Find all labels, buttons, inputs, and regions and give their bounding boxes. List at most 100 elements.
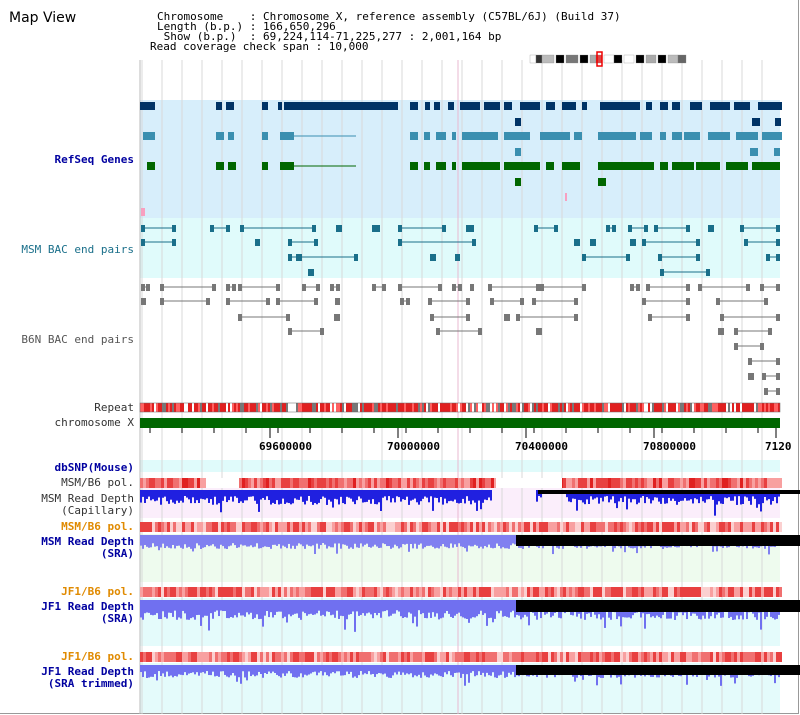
track-label-msm-depth-sra[interactable]: MSM Read Depth bbox=[41, 535, 134, 548]
track-label-dbsnp[interactable]: dbSNP(Mouse) bbox=[54, 461, 134, 474]
repeat-mark bbox=[736, 403, 738, 412]
depth-bar bbox=[328, 665, 330, 677]
pol-mark bbox=[434, 587, 437, 597]
pol-mark bbox=[575, 587, 578, 597]
pol-mark bbox=[389, 587, 392, 597]
pol-mark bbox=[302, 587, 305, 597]
pol-mark bbox=[329, 522, 332, 532]
depth-bar bbox=[428, 665, 430, 678]
track-label-msm-bac[interactable]: MSM BAC end pairs bbox=[21, 243, 134, 256]
track-label-b6n-bac[interactable]: B6N BAC end pairs bbox=[21, 333, 134, 346]
repeat-mark bbox=[662, 403, 664, 412]
axis-tick-label: 70400000 bbox=[515, 440, 568, 453]
depth-bar bbox=[702, 490, 704, 502]
msm-bac-pair-end bbox=[456, 254, 460, 261]
pol-mark bbox=[719, 478, 722, 488]
pol-mark bbox=[596, 587, 599, 597]
pol-mark bbox=[212, 587, 215, 597]
pol-mark bbox=[590, 522, 593, 532]
pol-mark bbox=[473, 652, 476, 662]
pol-mark bbox=[605, 478, 608, 488]
track-label-jf1-depth-trimmed[interactable]: JF1 Read Depth bbox=[41, 665, 134, 678]
b6n-bac-pair-end bbox=[160, 298, 164, 305]
depth-bar bbox=[154, 535, 156, 547]
depth-bar bbox=[264, 600, 266, 616]
depth-bar bbox=[180, 535, 182, 548]
depth-bar bbox=[586, 490, 588, 500]
pol-mark bbox=[602, 652, 605, 662]
pol-mark bbox=[779, 522, 782, 532]
repeat-mark bbox=[506, 403, 508, 412]
track-label-refseq[interactable]: RefSeq Genes bbox=[54, 153, 134, 166]
depth-bar bbox=[272, 600, 274, 618]
depth-bar bbox=[458, 535, 460, 544]
pol-mark bbox=[554, 652, 557, 662]
gene-block bbox=[284, 102, 398, 110]
depth-bar bbox=[218, 490, 220, 504]
pol-mark bbox=[146, 522, 149, 532]
depth-bar bbox=[246, 490, 248, 501]
msm-bac-pair-end bbox=[314, 239, 318, 246]
track-label-jf1-b6-pol-2[interactable]: JF1/B6 pol. bbox=[61, 650, 134, 663]
repeat-mark bbox=[274, 403, 276, 412]
depth-bar bbox=[748, 490, 750, 501]
gene-block bbox=[774, 148, 780, 156]
track-label-jf1-depth-sra[interactable]: JF1 Read Depth bbox=[41, 600, 134, 613]
depth-bar bbox=[496, 535, 498, 544]
repeat-mark bbox=[322, 403, 324, 412]
pol-mark bbox=[179, 587, 182, 597]
depth-bar bbox=[378, 665, 380, 674]
pol-mark bbox=[326, 587, 329, 597]
pol-mark bbox=[755, 522, 758, 532]
pol-mark bbox=[467, 478, 470, 488]
pol-mark bbox=[572, 587, 575, 597]
depth-bar bbox=[236, 600, 238, 618]
depth-bar bbox=[474, 535, 476, 545]
depth-bar bbox=[156, 535, 158, 547]
depth-bar bbox=[358, 665, 360, 676]
depth-bar bbox=[776, 490, 778, 504]
b6n-bac-pair-end bbox=[646, 284, 650, 291]
gene-block bbox=[262, 162, 268, 170]
depth-bar bbox=[150, 490, 152, 501]
depth-bar bbox=[448, 535, 450, 549]
repeat-mark bbox=[148, 403, 150, 412]
depth-bar bbox=[216, 490, 218, 505]
pol-mark bbox=[764, 522, 767, 532]
repeat-mark bbox=[434, 403, 436, 412]
depth-bar bbox=[344, 490, 346, 505]
depth-bar bbox=[392, 490, 394, 499]
repeat-mark bbox=[340, 403, 342, 412]
depth-bar bbox=[450, 490, 452, 501]
chromosome-info: Chromosome : Chromosome X, reference ass… bbox=[157, 10, 621, 23]
depth-bar bbox=[302, 535, 304, 547]
repeat-mark bbox=[548, 403, 550, 412]
depth-bar bbox=[168, 490, 170, 504]
pol-mark bbox=[161, 652, 164, 662]
depth-bar bbox=[422, 600, 424, 614]
depth-bar bbox=[270, 665, 272, 674]
track-label-jf1-depth-trimmed-sub: (SRA trimmed) bbox=[47, 677, 134, 690]
depth-bar bbox=[142, 600, 144, 620]
ideogram-band bbox=[603, 54, 615, 64]
pol-mark bbox=[590, 587, 593, 597]
depth-bar bbox=[194, 665, 196, 675]
repeat-mark bbox=[206, 403, 208, 412]
repeat-mark bbox=[758, 403, 760, 412]
depth-bar bbox=[304, 490, 306, 505]
depth-bar bbox=[158, 665, 160, 672]
depth-bar bbox=[308, 665, 310, 675]
depth-bar bbox=[324, 535, 326, 545]
pol-mark bbox=[311, 652, 314, 662]
depth-bar bbox=[410, 600, 412, 614]
depth-bar bbox=[262, 535, 264, 548]
track-label-msm-b6-pol-2[interactable]: MSM/B6 pol. bbox=[61, 520, 134, 533]
repeat-mark bbox=[372, 403, 374, 412]
track-label-jf1-b6-pol[interactable]: JF1/B6 pol. bbox=[61, 585, 134, 598]
depth-bar bbox=[400, 535, 402, 548]
pol-mark bbox=[443, 522, 446, 532]
depth-bar bbox=[318, 535, 320, 549]
depth-bar bbox=[716, 490, 718, 505]
pol-mark bbox=[173, 522, 176, 532]
